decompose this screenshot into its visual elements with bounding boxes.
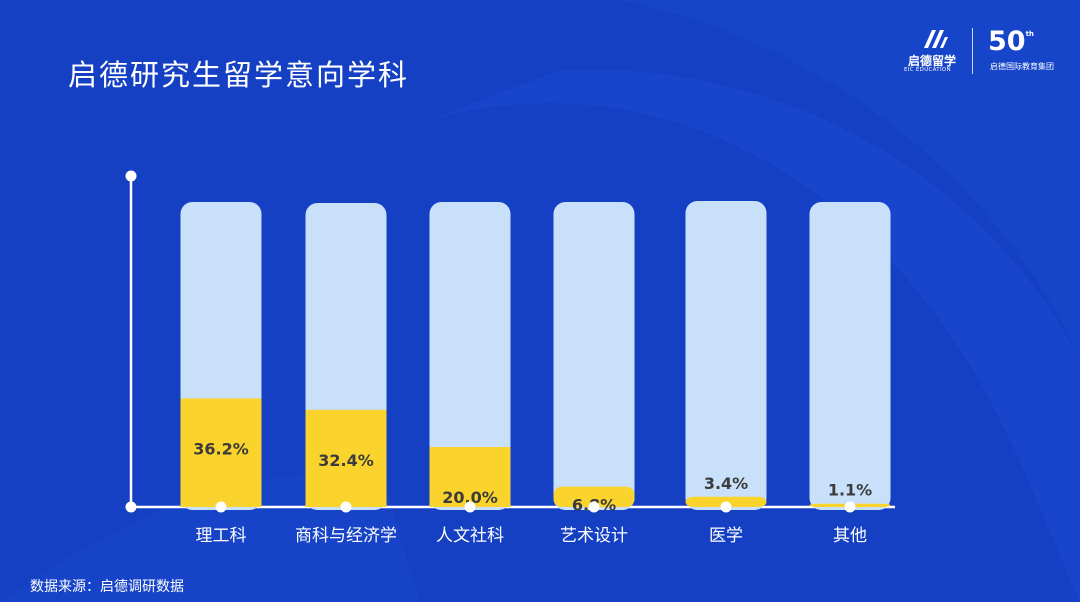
x-tick-label: 其他: [833, 526, 867, 546]
x-tick-dot: [464, 501, 476, 513]
eic-logo-icon: [924, 30, 948, 48]
data-label: 32.4%: [318, 451, 374, 470]
page-title: 启德研究生留学意向学科: [68, 58, 410, 92]
x-tick-dot: [215, 501, 227, 513]
x-tick-dot: [844, 501, 856, 513]
bar-track: [553, 202, 635, 510]
data-label: 20.0%: [442, 488, 498, 507]
anniversary-number: 50: [988, 26, 1026, 57]
data-label: 36.2%: [193, 439, 249, 458]
bar: [429, 447, 511, 507]
brand-logo: 启德留学 EIC EDUCATION 50th 启德国际教育集团: [900, 24, 1060, 80]
axis-origin-dot: [125, 501, 137, 513]
logo-divider: [972, 28, 973, 74]
x-tick-label: 艺术设计: [560, 526, 628, 546]
x-tick-label: 商科与经济学: [295, 526, 397, 546]
y-axis-endpoint: [125, 170, 137, 182]
x-tick-dot: [720, 501, 732, 513]
data-label: 1.1%: [828, 481, 872, 500]
anniversary-text: 启德国际教育集团: [990, 62, 1054, 71]
anniversary-mark: 50th: [988, 26, 1034, 57]
bar: [305, 409, 387, 507]
x-tick-dot: [588, 501, 600, 513]
bar-track: [809, 202, 891, 510]
x-tick-label: 理工科: [196, 526, 247, 546]
bar: [180, 398, 262, 507]
brand-name-cn: 启德留学: [908, 54, 957, 68]
x-tick-dot: [340, 501, 352, 513]
x-tick-label: 人文社科: [436, 526, 504, 546]
brand-name-en: EIC EDUCATION: [904, 67, 951, 73]
data-label: 3.4%: [704, 474, 748, 493]
anniversary-suffix: th: [1025, 30, 1034, 38]
bar-track: [429, 202, 511, 510]
data-source-note: 数据来源：启德调研数据: [30, 579, 184, 595]
x-tick-label: 医学: [709, 526, 743, 546]
bar-track: [685, 201, 767, 510]
bar: [553, 486, 635, 507]
